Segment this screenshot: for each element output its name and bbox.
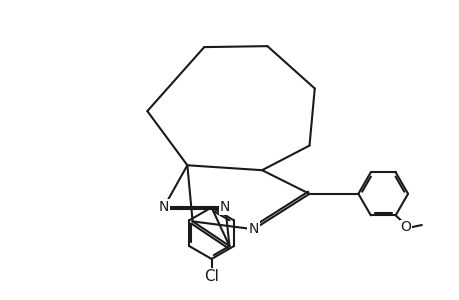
- Text: N: N: [159, 200, 169, 214]
- Text: N: N: [219, 200, 230, 214]
- Text: Cl: Cl: [204, 269, 218, 284]
- Text: O: O: [399, 220, 410, 234]
- Text: N: N: [248, 222, 258, 236]
